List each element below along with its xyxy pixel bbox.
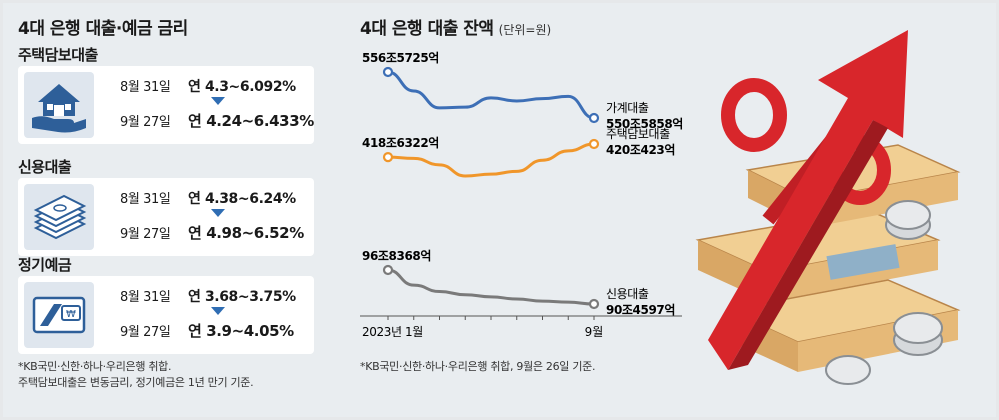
arrow-down-icon xyxy=(211,209,225,217)
x-tick-label-start: 2023년 1월 xyxy=(362,325,423,339)
series-line-2 xyxy=(387,268,595,306)
rate-row: 8월 31일 연 3.68~3.75% xyxy=(120,286,296,306)
series-end-label: 420조423억 xyxy=(606,143,675,157)
chart-title-wrap: 4대 은행 대출 잔액 (단위=원) xyxy=(360,14,551,39)
series-start-label: 556조5725억 xyxy=(362,51,439,65)
series-start-label: 96조8368억 xyxy=(362,249,431,263)
series-point xyxy=(588,298,600,310)
rate-card-mortgage: 8월 31일 연 4.3~6.092% 9월 27일 연 4.24~6.433% xyxy=(18,66,314,144)
coin-stack-icon xyxy=(825,200,943,385)
rate-row: 9월 27일 연 4.24~6.433% xyxy=(120,110,314,131)
rates-footnote-1: *KB국민·신한·하나·우리은행 취합. xyxy=(18,360,172,373)
rates-panel: 4대 은행 대출·예금 금리 주택담보대출 8월 31일 연 4.3~6.092%… xyxy=(18,14,338,404)
section-title-credit: 신용대출 xyxy=(18,158,72,176)
section-title-deposit: 정기예금 xyxy=(18,256,72,274)
arrow-down-icon xyxy=(211,97,225,105)
series-end-label: 550조5858억 xyxy=(606,117,683,131)
rates-footnote-2: 주택담보대출은 변동금리, 정기예금은 1년 만기 기준. xyxy=(18,376,254,389)
rate-value: 연 4.98~6.52% xyxy=(188,224,304,242)
series-point xyxy=(382,264,394,276)
money-arrow-illustration xyxy=(695,30,961,385)
x-tick-label-end: 9월 xyxy=(585,325,604,339)
chart-title: 4대 은행 대출 잔액 xyxy=(360,19,494,39)
rate-date: 8월 31일 xyxy=(120,290,171,305)
rate-date: 8월 31일 xyxy=(120,192,171,207)
rate-date: 9월 27일 xyxy=(120,227,171,242)
rate-value: 연 3.9~4.05% xyxy=(188,322,294,340)
rate-card-deposit: ₩ 8월 31일 연 3.68~3.75% 9월 27일 연 3.9~4.05% xyxy=(18,276,314,354)
rate-card-credit: 8월 31일 연 4.38~6.24% 9월 27일 연 4.98~6.52% xyxy=(18,178,314,256)
bankbook-icon: ₩ xyxy=(24,282,94,348)
rate-value: 연 4.3~6.092% xyxy=(188,79,296,95)
rate-row: 8월 31일 연 4.38~6.24% xyxy=(120,188,296,208)
banknote-stack-icon xyxy=(24,184,94,250)
rate-row: 9월 27일 연 4.98~6.52% xyxy=(120,222,304,243)
series-name-label: 가계대출 xyxy=(606,101,649,115)
section-title-mortgage: 주택담보대출 xyxy=(18,46,98,64)
chart-unit-label: (단위=원) xyxy=(498,23,552,37)
rate-value: 연 4.38~6.24% xyxy=(188,191,296,207)
series-line-0 xyxy=(387,70,595,120)
rates-panel-title: 4대 은행 대출·예금 금리 xyxy=(18,19,188,39)
rate-row: 9월 27일 연 3.9~4.05% xyxy=(120,320,294,341)
series-line-1 xyxy=(387,142,595,178)
series-point xyxy=(588,138,600,150)
series-point xyxy=(382,66,394,78)
arrow-down-icon xyxy=(211,307,225,315)
rate-date: 9월 27일 xyxy=(120,115,171,130)
series-point xyxy=(382,152,394,163)
rate-date: 9월 27일 xyxy=(120,325,171,340)
rate-value: 연 3.68~3.75% xyxy=(188,289,296,305)
chart-footnote: *KB국민·신한·하나·우리은행 취합, 9월은 26일 기준. xyxy=(360,360,596,373)
rising-arrow-icon xyxy=(708,30,908,370)
series-name-label: 신용대출 xyxy=(606,287,649,301)
svg-text:₩: ₩ xyxy=(66,309,76,320)
series-end-label: 90조4597억 xyxy=(606,303,675,317)
rate-date: 8월 31일 xyxy=(120,80,171,95)
series-point xyxy=(588,112,600,124)
house-hand-icon xyxy=(24,72,94,138)
series-name-label: 주택담보대출 xyxy=(606,127,670,141)
series-start-label: 418조6322억 xyxy=(362,136,439,150)
rate-row: 8월 31일 연 4.3~6.092% xyxy=(120,76,296,96)
rate-value: 연 4.24~6.433% xyxy=(188,112,314,130)
